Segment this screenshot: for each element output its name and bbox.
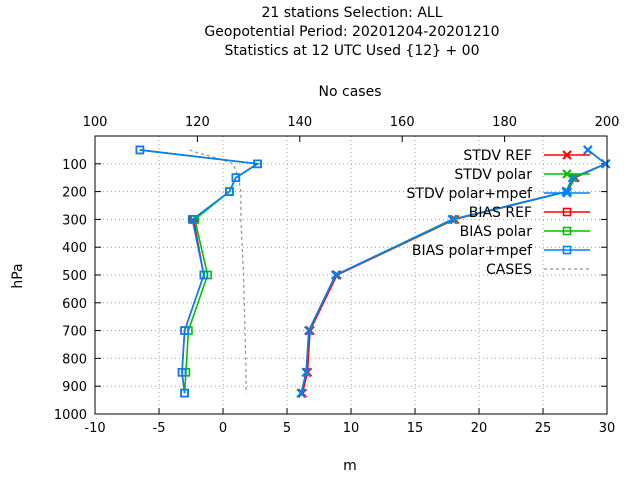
x-tick-label: -10 [84, 421, 105, 436]
data-point [583, 145, 593, 155]
y-tick-label: 500 [62, 269, 87, 284]
marker-stroke [330, 270, 341, 280]
y-tick-label: 1000 [54, 408, 87, 423]
y-axis-label: hPa [10, 263, 26, 288]
legend-item: BIAS polar+mpef [412, 243, 590, 259]
legend-marker [562, 169, 572, 179]
legend-item: CASES [486, 262, 590, 278]
data-point [253, 159, 262, 169]
x-tick-label: 0 [219, 421, 227, 436]
x2-tick-label: 160 [390, 115, 415, 130]
marker-stroke [601, 159, 611, 169]
legend-item: BIAS REF [469, 205, 590, 221]
data-point [180, 326, 189, 335]
series-cases [189, 149, 247, 394]
y-tick-label: 900 [62, 380, 87, 395]
plot-frame [94, 135, 608, 415]
x-tick-label: 30 [599, 421, 616, 436]
legend-marker [562, 245, 572, 255]
legend-label: BIAS REF [469, 205, 532, 221]
x-tick-label: 15 [407, 421, 424, 436]
series-line [139, 149, 260, 394]
legend-label: STDV REF [463, 148, 532, 164]
x2-tick-label: 140 [287, 115, 312, 130]
series-line [139, 149, 260, 394]
legend-marker [562, 226, 572, 236]
x2-tick-label: 200 [595, 115, 620, 130]
data-point [199, 270, 209, 280]
marker-stroke [304, 325, 314, 336]
chart-title: 21 stations Selection: ALL Geopotential … [204, 5, 499, 59]
y-tick-label: 300 [62, 213, 87, 228]
legend-item: STDV polar [454, 167, 590, 183]
y-tick-label: 700 [62, 325, 87, 340]
marker-stroke [583, 145, 593, 155]
data-point [187, 215, 197, 224]
data-point [231, 173, 241, 182]
x2-tick-label: 180 [492, 115, 517, 130]
data-point [447, 214, 457, 225]
data-point [304, 325, 314, 336]
marker-stroke [562, 150, 572, 160]
title-line-2: Geopotential Period: 20201204-20201210 [204, 24, 499, 40]
title-line-3: Statistics at 12 UTC Used {12} + 00 [224, 43, 479, 59]
data-point [301, 367, 311, 378]
grid [95, 136, 607, 414]
data-point [135, 145, 145, 155]
marker-stroke [562, 169, 572, 179]
marker-stroke [562, 188, 572, 198]
y-tick-label: 600 [62, 297, 87, 312]
y-tick-label: 100 [62, 158, 87, 173]
x-tick-label: 10 [343, 421, 360, 436]
series-layer [135, 145, 611, 398]
legend-item: STDV polar+mpef [407, 186, 590, 202]
x2-tick-label: 100 [83, 115, 108, 130]
legend-label: BIAS polar [460, 224, 533, 240]
y-tick-label: 800 [62, 352, 87, 367]
series-bias-ref [135, 145, 262, 398]
marker-stroke [567, 172, 578, 183]
legend-item: STDV REF [463, 148, 590, 164]
legend-marker [562, 150, 572, 160]
legend-marker [562, 207, 572, 217]
series-bias-polar [135, 145, 262, 398]
ticks: -10 -5 0 5 10 15 20 25 30 100 120 140 160 180 200 100 20… [54, 115, 620, 436]
x-tick-label: -5 [153, 421, 166, 436]
legend-item: BIAS polar [460, 224, 590, 240]
series-stdv-ref [297, 145, 611, 398]
data-point [296, 388, 306, 398]
y-tick-label: 200 [62, 186, 87, 201]
x-tick-label: 20 [471, 421, 488, 436]
y-tick-label: 400 [62, 241, 87, 256]
x2-tick-label: 120 [185, 115, 210, 130]
data-point [601, 159, 611, 169]
x-tick-label: 25 [535, 421, 552, 436]
series-bias-polar-mpef [135, 145, 262, 398]
data-point [177, 367, 187, 377]
title-line-1: 21 stations Selection: ALL [261, 5, 442, 21]
series-line [139, 149, 260, 394]
data-point [567, 172, 578, 183]
x-axis-label: m [343, 458, 357, 474]
legend: STDV REF STDV polar STDV polar+mpef BIAS RE… [407, 148, 590, 278]
legend-label: BIAS polar+mpef [412, 243, 533, 259]
series-line [189, 149, 247, 394]
marker-stroke [301, 367, 311, 378]
legend-label: CASES [486, 262, 532, 278]
data-point [330, 270, 341, 280]
legend-marker [562, 188, 572, 198]
x-tick-label: 5 [283, 421, 291, 436]
marker-stroke [447, 214, 457, 225]
marker-stroke [296, 388, 306, 398]
x2-axis-label: No cases [319, 84, 382, 100]
series-stdv-polar-mpef [296, 145, 611, 398]
data-point [180, 388, 189, 398]
legend-label: STDV polar+mpef [407, 186, 534, 202]
legend-label: STDV polar [454, 167, 532, 183]
data-point [225, 187, 234, 196]
